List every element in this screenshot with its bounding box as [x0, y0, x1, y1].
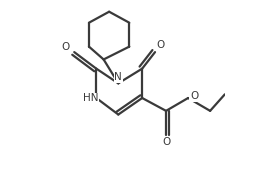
Text: O: O: [162, 137, 170, 147]
Text: O: O: [157, 40, 165, 50]
Text: HN: HN: [83, 93, 98, 103]
Text: O: O: [190, 91, 198, 101]
Text: O: O: [61, 42, 70, 52]
Text: N: N: [114, 72, 122, 82]
